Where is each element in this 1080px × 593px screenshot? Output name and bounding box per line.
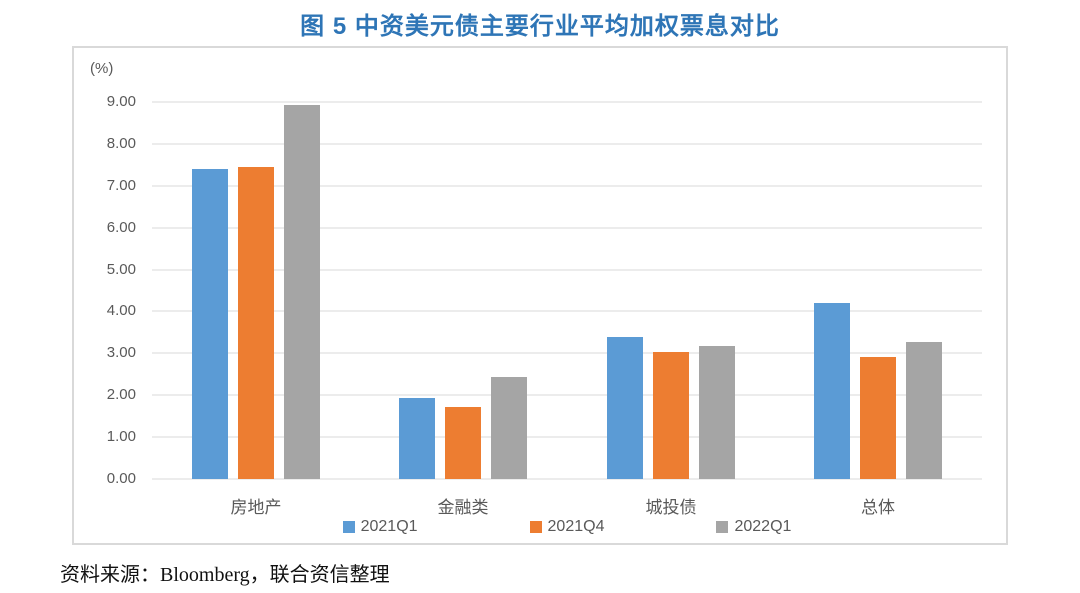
bar-2022Q1-房地产 <box>284 105 320 479</box>
bar-2021Q4-总体 <box>860 357 896 479</box>
y-axis-tick-label: 9.00 <box>106 93 136 110</box>
bar-2021Q4-房地产 <box>238 167 274 479</box>
y-axis-tick-label: 3.00 <box>106 344 136 361</box>
legend-label: 2022Q1 <box>734 518 792 535</box>
chart-frame: (%) 9.00 8.00 7.00 6.00 5.00 4.00 3.00 2.00 1.00… <box>72 46 1008 545</box>
x-axis-category-label: 总体 <box>861 498 895 517</box>
bar-2021Q4-金融类 <box>445 407 481 479</box>
y-axis-tick-label: 7.00 <box>106 177 136 194</box>
y-axis-tick-label: 0.00 <box>106 470 136 487</box>
legend-label: 2021Q4 <box>547 518 605 535</box>
gridline <box>152 269 982 271</box>
gridline <box>152 478 982 480</box>
gridline <box>152 436 982 438</box>
y-axis-tick-label: 6.00 <box>106 219 136 236</box>
bar-2021Q1-总体 <box>814 303 850 479</box>
bar-2021Q1-城投债 <box>607 337 643 479</box>
gridline <box>152 185 982 187</box>
legend-label: 2021Q1 <box>360 518 418 535</box>
legend-swatch-icon <box>529 521 542 533</box>
y-axis-tick-label: 1.00 <box>106 428 136 445</box>
gridline <box>152 101 982 103</box>
bar-2021Q4-城投债 <box>653 352 689 479</box>
bar-2021Q1-金融类 <box>399 398 435 479</box>
x-axis-category-label: 金融类 <box>437 498 489 517</box>
x-axis-category-label: 房地产 <box>230 498 282 517</box>
gridline <box>152 394 982 396</box>
bar-2021Q1-房地产 <box>192 169 228 479</box>
figure-title: 图 5 中资美元债主要行业平均加权票息对比 <box>300 13 780 40</box>
gridline <box>152 352 982 354</box>
bar-2022Q1-总体 <box>906 342 942 479</box>
legend-item-2021Q4: 2021Q4 <box>529 518 605 536</box>
y-axis-tick-label: 8.00 <box>106 135 136 152</box>
legend-swatch-icon <box>342 521 355 533</box>
gridline <box>152 227 982 229</box>
legend-item-2021Q1: 2021Q1 <box>342 518 418 536</box>
gridline <box>152 310 982 312</box>
plot-area <box>152 101 982 480</box>
legend-item-2022Q1: 2022Q1 <box>716 518 791 536</box>
legend: 2021Q1 2021Q4 2022Q1 <box>152 518 982 536</box>
gridline <box>152 143 982 145</box>
y-axis-tick-label: 2.00 <box>106 386 136 403</box>
bar-2022Q1-城投债 <box>699 346 735 479</box>
bar-2022Q1-金融类 <box>491 377 527 479</box>
y-axis-tick-label: 5.00 <box>106 261 136 278</box>
y-axis-unit-label: (%) <box>90 60 114 77</box>
y-axis-tick-label: 4.00 <box>106 302 136 319</box>
x-axis-category-label: 城投债 <box>645 498 697 517</box>
legend-swatch-icon <box>716 521 729 533</box>
source-note: 资料来源：Bloomberg，联合资信整理 <box>60 564 390 586</box>
